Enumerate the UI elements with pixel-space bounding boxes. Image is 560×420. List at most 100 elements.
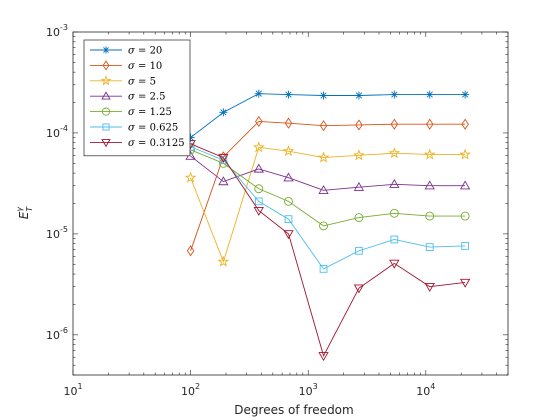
- data-point: [219, 156, 228, 164]
- y-tick-label: 10-6: [46, 326, 68, 342]
- legend-entry: σ = 5: [90, 75, 156, 87]
- data-point: [255, 115, 263, 128]
- legend-entry: σ = 2.5: [90, 91, 165, 103]
- legend-entry: σ = 0.3125: [90, 138, 185, 149]
- x-tick-label-exp: 2: [195, 382, 200, 391]
- data-point: [460, 211, 470, 221]
- y-tick-label-base: 10: [46, 228, 60, 241]
- data-point: [219, 108, 228, 117]
- x-tick-label-exp: 3: [313, 382, 318, 391]
- data-point: [389, 208, 399, 218]
- legend-value: = 5: [135, 76, 156, 87]
- legend-label: σ = 0.625: [128, 123, 178, 134]
- data-point: [254, 197, 263, 206]
- y-axis-label: ETγ: [15, 206, 34, 220]
- legend-value: = 10: [135, 61, 162, 72]
- legend-marker: [101, 139, 111, 148]
- data-point: [284, 215, 293, 223]
- legend-symbol: σ: [128, 76, 136, 87]
- legend-marker: [102, 60, 110, 71]
- legend-label: σ = 5: [128, 76, 156, 87]
- legend-value: = 0.3125: [135, 138, 185, 149]
- data-point: [355, 119, 363, 131]
- x-tick-label: 102: [181, 382, 200, 398]
- legend-marker: [102, 46, 110, 54]
- data-point: [459, 180, 471, 190]
- data-point: [318, 352, 329, 362]
- legend-entry: σ = 10: [90, 60, 162, 72]
- legend-label: σ = 10: [128, 61, 162, 72]
- data-point: [461, 90, 470, 99]
- y-axis-label-sub: T: [25, 206, 34, 212]
- data-point: [283, 172, 294, 182]
- data-point: [424, 180, 435, 190]
- x-tick-label: 103: [299, 382, 318, 398]
- data-point: [389, 259, 400, 269]
- data-point: [459, 278, 471, 288]
- y-tick-label: 10-5: [46, 225, 68, 241]
- legend-symbol: σ: [128, 138, 136, 149]
- data-point: [284, 117, 293, 129]
- y-tick-label-exp: -4: [60, 124, 68, 133]
- legend-symbol: σ: [128, 61, 136, 72]
- data-point: [425, 90, 434, 99]
- data-point: [390, 118, 399, 130]
- legend-symbol: σ: [128, 123, 136, 134]
- data-point: [425, 243, 434, 251]
- y-tick-label-base: 10: [46, 26, 60, 39]
- data-point: [423, 148, 436, 160]
- legend-entry: σ = 1.25: [90, 107, 172, 118]
- data-point: [425, 211, 435, 221]
- data-point: [253, 163, 264, 173]
- legend-value: = 20: [135, 46, 162, 57]
- legend-label: σ = 1.25: [128, 107, 172, 118]
- data-point: [253, 206, 264, 216]
- data-point: [353, 284, 365, 294]
- series-1: [186, 89, 470, 142]
- series-2: [186, 115, 469, 257]
- x-tick-label-base: 10: [63, 385, 77, 398]
- legend-symbol: σ: [128, 107, 136, 118]
- data-point: [424, 283, 435, 292]
- legend-marker: [102, 123, 110, 131]
- series-3: [184, 141, 471, 267]
- data-point: [284, 196, 293, 206]
- legend-marker: [101, 91, 111, 100]
- series-line: [190, 120, 466, 251]
- series-line: [190, 155, 466, 191]
- legend-label: σ = 2.5: [128, 92, 165, 103]
- data-point: [461, 242, 469, 250]
- y-tick-label-base: 10: [46, 329, 60, 342]
- data-point: [319, 120, 328, 132]
- data-point: [283, 230, 294, 240]
- y-axis-label-sup: γ: [15, 206, 24, 212]
- series-line: [190, 146, 466, 270]
- x-tick-label: 104: [416, 382, 435, 398]
- legend-label: σ = 0.3125: [128, 138, 185, 149]
- data-point: [318, 185, 329, 194]
- data-point: [319, 265, 328, 273]
- x-axis-label: Degrees of freedom: [234, 403, 353, 417]
- data-point: [355, 246, 363, 255]
- data-point: [254, 184, 264, 194]
- series-line: [190, 149, 466, 227]
- series-line: [190, 143, 466, 357]
- series-layer: [184, 89, 471, 362]
- x-tick-label: 101: [63, 382, 82, 398]
- data-point: [390, 235, 399, 244]
- data-point: [390, 90, 399, 99]
- legend-entry: σ = 20: [90, 46, 162, 57]
- series-7: [185, 140, 471, 362]
- legend-symbol: σ: [128, 46, 136, 57]
- data-point: [354, 91, 363, 100]
- x-tick-label-base: 10: [416, 385, 430, 398]
- data-point: [184, 171, 197, 183]
- legend-label: σ = 20: [128, 46, 162, 57]
- data-point: [319, 221, 328, 231]
- y-tick-label-exp: -3: [60, 23, 68, 32]
- y-axis-label-base: E: [17, 211, 31, 219]
- legend-box: [83, 39, 191, 157]
- data-point: [317, 151, 330, 163]
- data-point: [284, 90, 293, 99]
